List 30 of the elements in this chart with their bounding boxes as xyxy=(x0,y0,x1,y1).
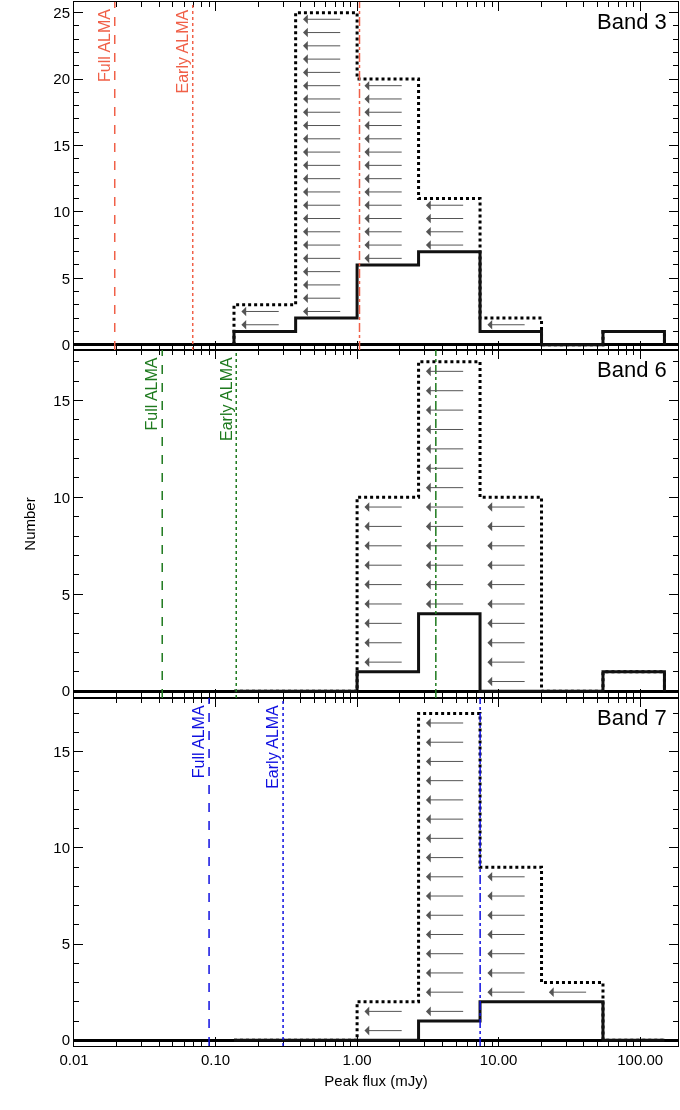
annotation: Band 3 xyxy=(597,9,667,34)
y-tick-label: 20 xyxy=(53,70,70,88)
y-tick-label: 5 xyxy=(61,585,70,603)
ref-line-label: Full ALMA xyxy=(143,357,160,431)
y-tick-label: 10 xyxy=(53,839,70,857)
ref-line-label: Full ALMA xyxy=(95,8,113,82)
annotation: Band 7 xyxy=(597,705,667,730)
x-tick-label: 0.10 xyxy=(200,1051,231,1068)
y-axis-title: Number xyxy=(20,497,38,551)
ref-line-label: Early ALMA xyxy=(174,9,192,94)
y-tick-label: 5 xyxy=(61,269,70,287)
x-tick-label: 100.00 xyxy=(617,1051,664,1068)
y-tick-label: 10 xyxy=(53,488,70,506)
x-tick-label: 10.00 xyxy=(479,1051,518,1068)
y-tick-label: 0 xyxy=(61,682,70,700)
ref-line-label: Early ALMA xyxy=(264,704,282,789)
ref-line-label: Full ALMA xyxy=(189,705,207,779)
y-tick-label: 10 xyxy=(53,203,70,221)
y-tick-label: 5 xyxy=(61,935,70,953)
y-tick-label: 15 xyxy=(53,743,70,761)
x-tick-label: 1.00 xyxy=(342,1051,372,1068)
y-tick-label: 0 xyxy=(61,335,70,353)
y-tick-label: 0 xyxy=(61,1031,70,1049)
x-tick-label: 0.01 xyxy=(59,1051,89,1068)
annotation: Band 6 xyxy=(597,357,667,382)
x-axis-title: Peak flux (mJy) xyxy=(324,1072,428,1089)
y-tick-label: 15 xyxy=(53,391,70,409)
ref-line-label: Early ALMA xyxy=(217,357,235,441)
y-tick-label: 15 xyxy=(53,136,70,154)
y-tick-label: 25 xyxy=(53,3,70,21)
